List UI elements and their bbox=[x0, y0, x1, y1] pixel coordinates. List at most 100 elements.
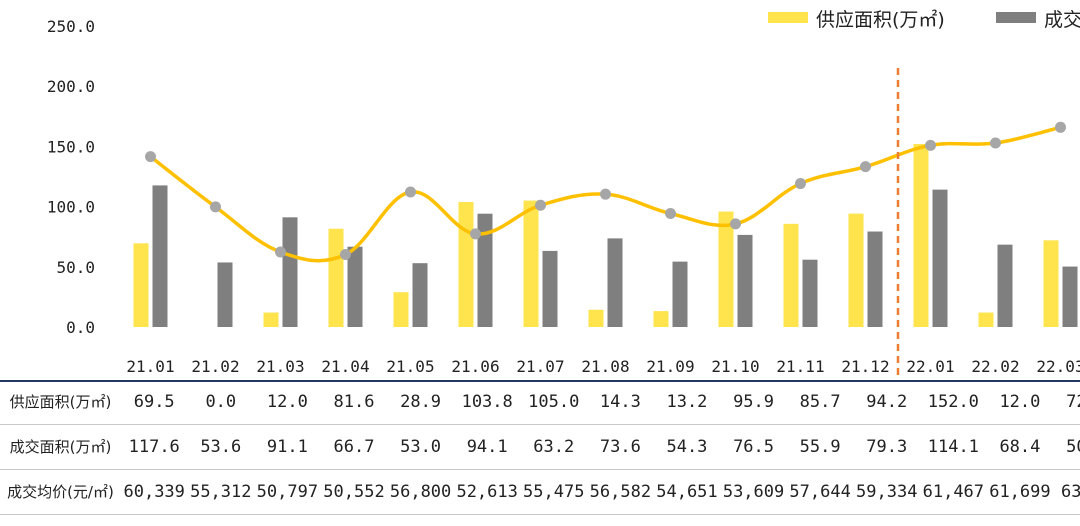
supply-bar bbox=[588, 309, 604, 327]
y-axis: 250.0 200.0 150.0 100.0 50.0 0.0 bbox=[47, 17, 95, 337]
x-tick-label: 21.09 bbox=[646, 357, 694, 376]
price-point bbox=[665, 207, 676, 219]
table-cell: 56,582 bbox=[589, 482, 652, 502]
price-point bbox=[1055, 121, 1066, 133]
table-row-label: 成交面积(万㎡) bbox=[9, 438, 112, 456]
legend-swatch-deal bbox=[996, 12, 1036, 23]
deal-bar bbox=[217, 262, 233, 327]
legend: 供应面积(万㎡) 成交面积 bbox=[768, 8, 1080, 31]
bar-series bbox=[133, 143, 1078, 327]
y-tick-label: 150.0 bbox=[47, 137, 95, 156]
table-cell: 76.5 bbox=[733, 437, 775, 457]
table-row: 供应面积(万㎡) 69.5 0.0 12.0 81.6 28.9 103.8 105.0 14.… bbox=[0, 380, 1080, 425]
table-cell: 50.2 bbox=[1066, 437, 1080, 457]
table-cell: 12.0 bbox=[266, 392, 308, 412]
x-tick-label: 21.10 bbox=[711, 357, 759, 376]
table-cell: 68.4 bbox=[999, 437, 1041, 457]
y-tick-label: 50.0 bbox=[56, 258, 95, 277]
x-tick-label: 21.05 bbox=[386, 357, 434, 376]
deal-bar bbox=[672, 261, 688, 327]
y-tick-label: 200.0 bbox=[47, 77, 95, 96]
y-tick-label: 250.0 bbox=[47, 17, 95, 36]
supply-bar bbox=[328, 228, 344, 327]
supply-bar bbox=[653, 311, 669, 327]
table-cell: 72.0 bbox=[1066, 392, 1080, 412]
price-point bbox=[990, 137, 1001, 149]
legend-label-supply: 供应面积(万㎡) bbox=[816, 8, 945, 31]
price-point bbox=[405, 186, 416, 198]
table-cell: 28.9 bbox=[400, 392, 442, 412]
table-cell: 152.0 bbox=[927, 392, 979, 412]
price-line bbox=[149, 125, 1061, 263]
deal-bar bbox=[152, 185, 168, 327]
deal-bar bbox=[477, 213, 493, 327]
table-cell: 61,699 bbox=[989, 482, 1051, 502]
table-cell: 95.9 bbox=[733, 392, 775, 412]
table-cell: 73.6 bbox=[599, 437, 641, 457]
table-cell: 55,475 bbox=[523, 482, 585, 502]
deal-bar bbox=[802, 259, 818, 327]
supply-bar bbox=[978, 312, 994, 327]
table-cell: 94.1 bbox=[466, 437, 508, 457]
line-series bbox=[145, 121, 1066, 263]
table-cell: 0.0 bbox=[205, 392, 237, 412]
legend-label-deal: 成交面积 bbox=[1044, 9, 1080, 31]
x-tick-label: 21.03 bbox=[256, 357, 304, 376]
x-tick-label: 21.02 bbox=[191, 357, 239, 376]
table-cell: 54,651 bbox=[656, 482, 718, 502]
supply-bar bbox=[393, 292, 409, 327]
supply-bar bbox=[848, 213, 864, 327]
table-row: 成交面积(万㎡) 117.6 53.6 91.1 66.7 53.0 94.1 63.2 73.… bbox=[0, 425, 1080, 470]
table-cell: 60,339 bbox=[123, 482, 185, 502]
deal-bar bbox=[737, 234, 753, 327]
table-row: 成交均价(元/㎡) 60,339 55,312 50,797 50,552 56,800 5… bbox=[0, 470, 1080, 515]
x-tick-label: 21.01 bbox=[126, 357, 174, 376]
x-tick-label: 21.07 bbox=[516, 357, 564, 376]
supply-bar bbox=[523, 200, 539, 327]
table-cell: 81.6 bbox=[333, 392, 375, 412]
table-cell: 63,27 bbox=[1061, 482, 1080, 502]
table-cell: 57,644 bbox=[789, 482, 851, 502]
supply-bar bbox=[718, 211, 734, 327]
table-cell: 50,552 bbox=[323, 482, 385, 502]
table-cell: 53.6 bbox=[200, 437, 242, 457]
table-cell: 55.9 bbox=[799, 437, 841, 457]
table-cell: 85.7 bbox=[799, 392, 841, 412]
deal-bar bbox=[607, 238, 623, 327]
table-cell: 52,613 bbox=[456, 482, 518, 502]
price-point bbox=[730, 218, 741, 230]
table-cell: 91.1 bbox=[266, 437, 308, 457]
table-cell: 54.3 bbox=[666, 437, 708, 457]
table-cell: 53.0 bbox=[400, 437, 442, 457]
supply-bar bbox=[783, 223, 799, 327]
supply-bar bbox=[458, 202, 474, 327]
price-point bbox=[535, 199, 546, 211]
table-cell: 56,800 bbox=[389, 482, 452, 502]
deal-bar bbox=[997, 244, 1013, 327]
table-cell: 50,797 bbox=[256, 482, 319, 502]
supply-bar bbox=[1043, 240, 1059, 327]
table-cell: 69.5 bbox=[133, 392, 175, 412]
table-cell: 14.3 bbox=[599, 392, 641, 412]
table-cell: 79.3 bbox=[866, 437, 908, 457]
table-cell: 59,334 bbox=[856, 482, 918, 502]
price-point bbox=[795, 178, 806, 190]
deal-bar bbox=[412, 263, 428, 327]
x-tick-label: 21.11 bbox=[776, 357, 824, 376]
data-table: 供应面积(万㎡) 69.5 0.0 12.0 81.6 28.9 103.8 105.0 14.… bbox=[0, 380, 1080, 515]
table-cell: 12.0 bbox=[999, 392, 1041, 412]
deal-bar bbox=[542, 250, 558, 327]
table-top-rule bbox=[0, 380, 1080, 382]
table-cell: 105.0 bbox=[528, 392, 580, 412]
deal-bar bbox=[867, 231, 883, 327]
price-point bbox=[925, 139, 936, 151]
supply-bar bbox=[263, 312, 279, 327]
price-point bbox=[210, 201, 221, 213]
x-tick-label: 21.06 bbox=[451, 357, 499, 376]
supply-bar bbox=[913, 143, 929, 327]
price-point bbox=[860, 161, 871, 173]
supply-bar bbox=[133, 243, 149, 327]
table-cell: 55,312 bbox=[190, 482, 252, 502]
price-point bbox=[340, 248, 351, 260]
price-point bbox=[470, 228, 481, 240]
